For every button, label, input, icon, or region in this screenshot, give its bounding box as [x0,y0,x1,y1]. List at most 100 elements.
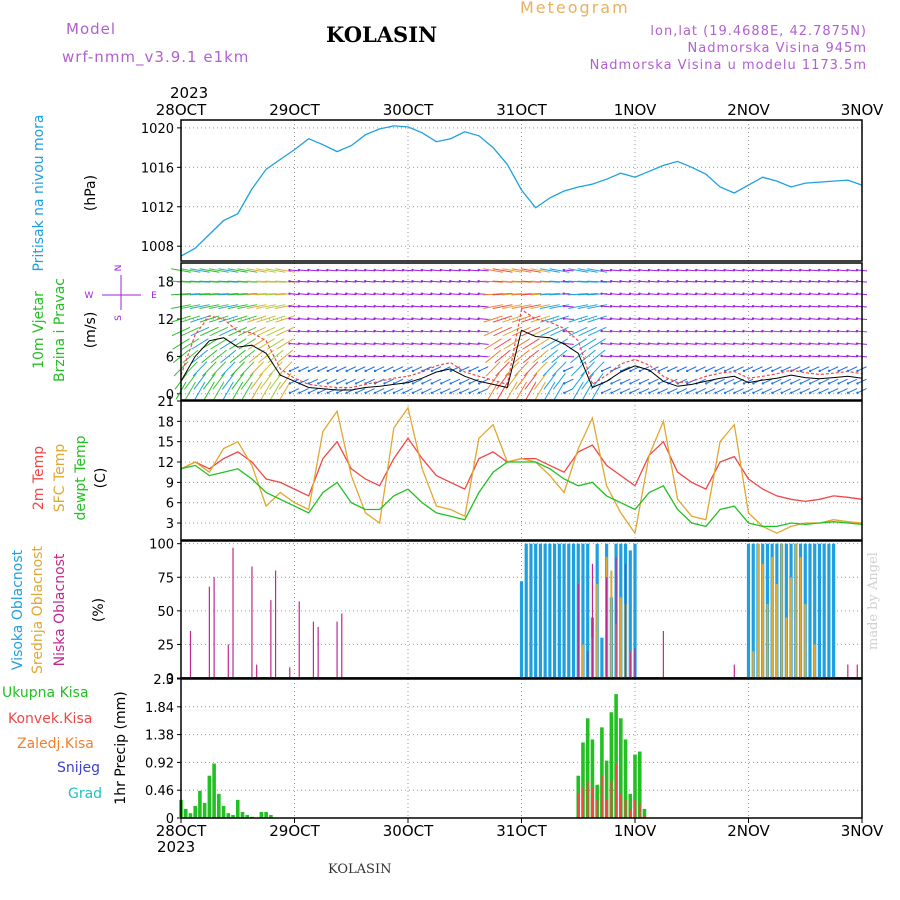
wind-arrow-head [837,391,840,394]
wind-arrow-head [382,304,386,308]
wind-barb [492,292,513,296]
total-precip-bar [623,739,628,818]
y-tick-label: 0.46 [145,784,174,799]
compass-west: W [85,291,94,301]
wind-arrow-head [704,304,707,308]
temp-ylabel-sfc: SFC Temp [52,444,68,513]
wind-arrow [374,318,385,320]
wind-arrow [800,366,810,372]
wind-barb [251,381,263,400]
wind-arrow-head [676,317,679,320]
wind-arrow-head [316,329,320,333]
wind-arrow [412,293,423,296]
wind-arrow-head [383,391,386,394]
wind-arrow-head [837,382,840,385]
wind-arrow-head [827,342,830,345]
wind-arrow [620,378,631,384]
temp-ylabel-2m: 2m Temp [31,446,47,510]
wind-arrow-head [411,354,414,358]
wind-arrow-head [676,391,679,394]
wind-barb [220,361,236,377]
wind-arrow [459,318,470,320]
wind-arrow [686,330,697,333]
wind-arrow [299,366,309,372]
wind-arrow [298,343,309,345]
low-cloud-bar [856,664,858,678]
wind-barb [512,338,531,350]
wind-arrow-head [629,369,632,373]
wind-arrow [800,330,811,333]
wind-arrow [374,388,385,394]
wind-arrow [771,305,782,308]
wind-arrow-head [411,292,414,295]
wind-arrow [667,318,678,320]
wind-arrow [828,366,839,372]
wind-arrow [459,343,470,345]
wind-arrow-head [666,317,670,320]
wind-arrow-head [799,268,802,272]
wind-barb [231,373,245,390]
wind-arrow [762,355,773,358]
wind-arrow-head [609,304,613,308]
compass-north: N [114,265,124,272]
wind-arrow-head [307,391,311,394]
wind-arrow [478,355,489,358]
conv-precip-bar [643,814,646,818]
wind-arrow-head [307,280,310,283]
wind-arrow [564,388,574,394]
wind-arrow [308,305,319,308]
wind-arrow [393,293,404,296]
wind-arrow [734,330,745,333]
wind-arrow-head [818,391,821,394]
y-tick-label: 15 [157,436,174,451]
wind-arrow [460,378,470,384]
wind-arrow [686,269,697,272]
wind-arrow-head [458,268,461,272]
wind-arrow-head [354,268,357,272]
mid-cloud-bar [785,617,788,678]
wind-arrow [421,280,432,283]
wind-arrow-head [799,280,802,283]
wind-barb [531,326,550,337]
wind-arrow-head [704,268,707,272]
low-cloud-bar [629,651,631,678]
wind-arrow-head [742,292,745,295]
wind-arrow [601,269,612,272]
wind-arrow-head [657,342,660,345]
total-precip-bar [188,813,193,818]
wind-arrow-head [752,382,755,385]
wind-arrow [365,293,376,296]
low-cloud-bar [624,563,627,678]
wind-arrow [459,280,470,283]
wind-arrow [355,318,366,320]
wind-arrow [668,378,678,384]
wind-arrow-head [676,268,679,272]
wind-arrow-head [685,317,688,320]
wind-arrow-head [808,304,811,308]
wind-arrow-head [704,292,707,295]
wind-arrow [838,305,849,308]
wind-arrow [469,330,480,333]
wind-arrow-head [373,304,376,308]
wind-arrow-head [628,317,632,320]
wind-arrow-head [790,391,793,394]
wind-arrow-head [638,304,641,308]
wind-arrow [469,355,480,358]
wind-arrow-head [468,317,471,320]
wind-arrow-head [363,354,367,358]
wind-arrow [355,355,366,358]
wind-arrow-head [562,292,566,295]
wind-arrow [374,330,385,333]
wind-barb [227,292,248,296]
y-tick-label: 18 [157,276,174,291]
x-tick-top: 29OCT [269,101,320,119]
wind-barb [265,268,286,273]
wind-arrow [838,388,848,394]
wind-arrow [393,330,404,333]
wind-arrow [715,293,726,296]
wind-arrow-head [638,342,641,345]
wind-arrow-head [827,329,830,333]
wind-arrow [431,355,442,358]
wind-arrow-head [562,317,566,320]
wind-arrow-head [382,292,386,295]
